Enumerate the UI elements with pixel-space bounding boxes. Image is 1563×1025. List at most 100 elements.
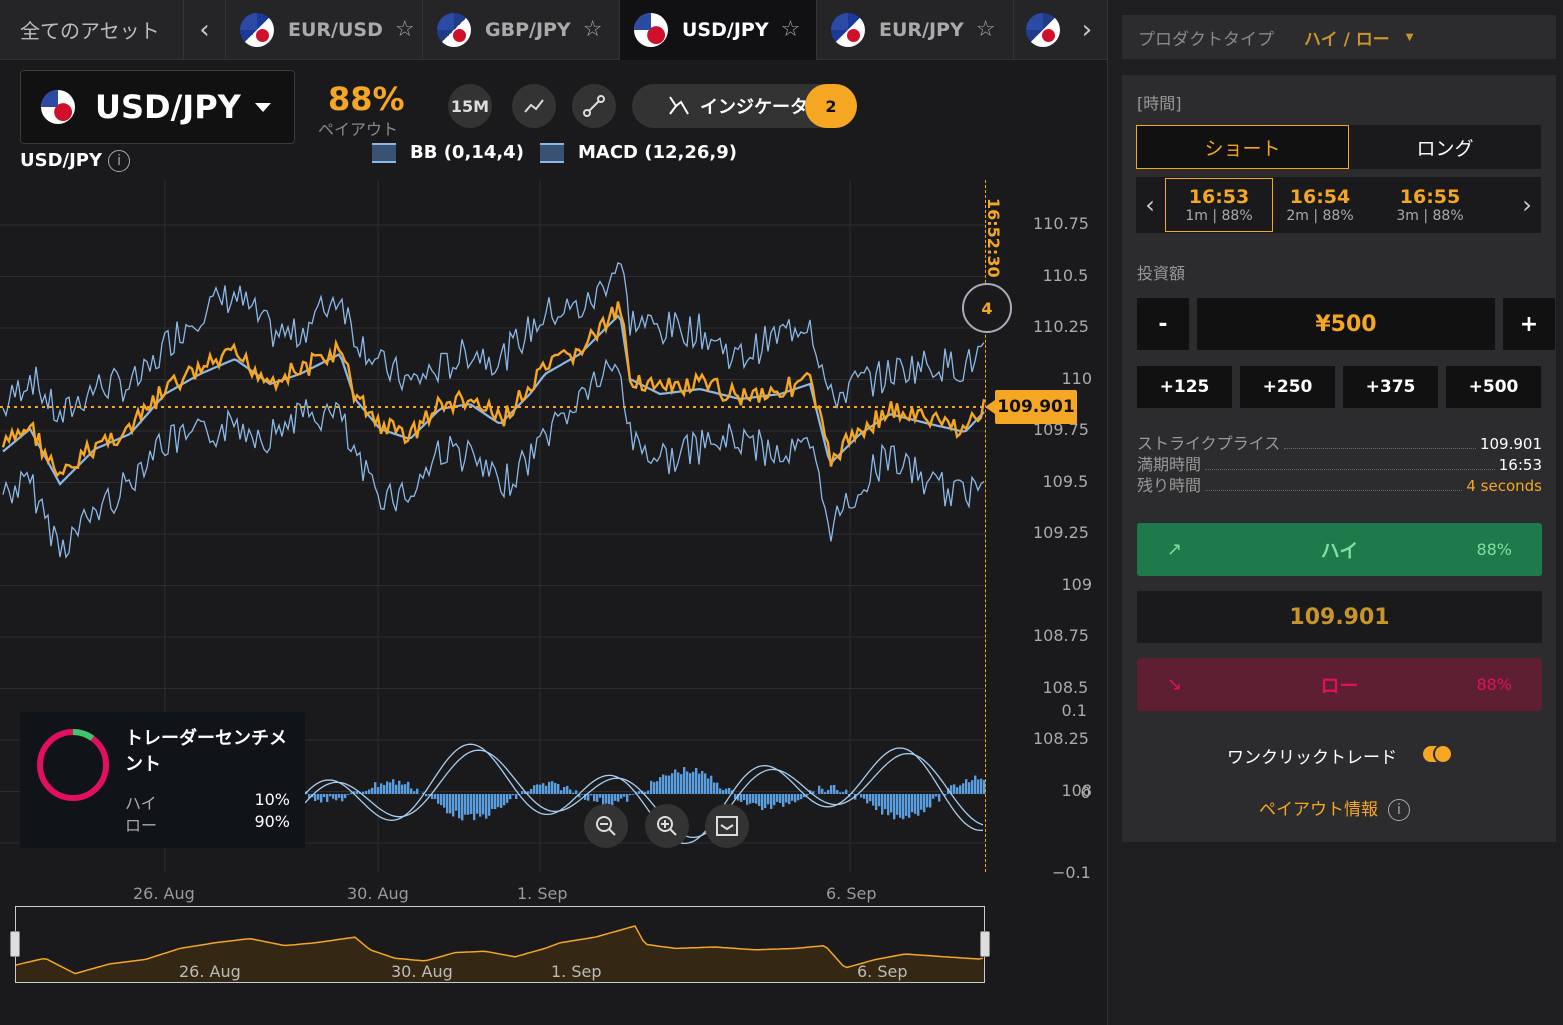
legend-macd-label: MACD (12,26,9) xyxy=(578,142,738,163)
navigator-right-handle[interactable] xyxy=(980,931,990,957)
all-assets-tab[interactable]: 全てのアセット xyxy=(0,0,184,60)
y-tick: 110.5 xyxy=(1042,265,1089,285)
y-tick: 109.75 xyxy=(1033,420,1089,439)
star-icon[interactable]: ☆ xyxy=(582,17,603,42)
quick-amount-button[interactable]: +250 xyxy=(1240,366,1335,408)
amount-plus-button[interactable]: + xyxy=(1503,298,1555,350)
current-time-line xyxy=(985,180,986,872)
strike-label: ストライクプライス xyxy=(1137,434,1281,453)
amount-input[interactable]: ¥500 xyxy=(1197,298,1495,350)
investment-label: 投資額 xyxy=(1137,264,1186,283)
expiry-prev-icon[interactable]: ‹ xyxy=(1145,191,1155,219)
fit-chart-button[interactable] xyxy=(705,804,749,848)
time-section-label: [時間] xyxy=(1137,94,1182,113)
zoom-out-button[interactable] xyxy=(584,804,628,848)
star-icon[interactable]: ☆ xyxy=(780,17,801,42)
low-button[interactable]: ↘ ロー 88% xyxy=(1137,658,1542,711)
x-tick: 1. Sep xyxy=(517,884,568,903)
tab-label: USD/JPY xyxy=(682,18,769,41)
strike-price-row: ストライクプライス 109.901 xyxy=(1137,430,1542,454)
tab-partial[interactable] xyxy=(1014,0,1066,60)
quick-amount-button[interactable]: +125 xyxy=(1137,366,1232,408)
low-label: ロー xyxy=(1320,675,1359,697)
current-price-value: 109.901 xyxy=(997,397,1075,417)
quick-amount-label: +250 xyxy=(1262,377,1313,397)
product-type-selector[interactable]: プロダクトタイプ ハイ / ロー ▼ xyxy=(1122,15,1556,59)
expiry-value: 16:53 xyxy=(1498,456,1542,474)
timeframe-button[interactable]: 15M xyxy=(448,84,492,128)
tab-label: EUR/USD xyxy=(288,18,383,41)
tab-usdjpy[interactable]: USD/JPY ☆ xyxy=(620,0,817,60)
navigator-left-handle[interactable] xyxy=(10,931,20,957)
remaining-value: 4 seconds xyxy=(1466,477,1542,495)
line-chart-icon xyxy=(524,99,544,113)
high-button[interactable]: ↗ ハイ 88% xyxy=(1137,523,1542,576)
legend-bb[interactable]: BB (0,14,4) xyxy=(372,142,524,163)
zoom-in-button[interactable] xyxy=(645,804,689,848)
legend-swatch xyxy=(372,142,396,163)
long-tab[interactable]: ロング xyxy=(1349,125,1541,169)
product-type-value: ハイ / ロー xyxy=(1304,29,1390,50)
drawing-tools-button[interactable] xyxy=(572,84,616,128)
indicators-icon xyxy=(669,96,689,115)
long-label: ロング xyxy=(1416,137,1474,160)
amount-minus-button[interactable]: - xyxy=(1137,298,1189,350)
tab-label: GBP/JPY xyxy=(485,18,571,41)
y-tick: 108.5 xyxy=(1042,677,1089,697)
chart-area xyxy=(0,60,1107,1025)
one-click-toggle[interactable] xyxy=(1423,744,1453,764)
expiry-option[interactable]: 16:54 2m | 88% xyxy=(1266,178,1374,232)
expiry-selector xyxy=(1136,177,1541,233)
low-pct: 88% xyxy=(1476,675,1512,694)
expiry-sub: 1m | 88% xyxy=(1185,208,1253,224)
expiry-option[interactable]: 16:55 3m | 88% xyxy=(1376,178,1484,232)
arrow-up-right-icon: ↗ xyxy=(1167,539,1183,560)
navigator-line xyxy=(15,925,984,975)
info-icon[interactable]: i xyxy=(108,150,131,172)
legend-swatch xyxy=(540,142,564,163)
navigator-window[interactable] xyxy=(15,906,985,983)
star-icon[interactable]: ☆ xyxy=(975,17,996,42)
tabs-next-icon[interactable]: › xyxy=(1081,14,1093,45)
navigator-chart[interactable] xyxy=(15,906,985,983)
tab-gbpjpy[interactable]: GBP/JPY ☆ xyxy=(423,0,620,60)
chart-type-button[interactable] xyxy=(512,84,556,128)
sentiment-high-label: ハイ xyxy=(125,794,157,813)
quick-amount-button[interactable]: +375 xyxy=(1343,366,1438,408)
expiry-time: 16:54 xyxy=(1289,186,1351,208)
bb-middle-line xyxy=(2,314,985,486)
timeframe-label: 15M xyxy=(450,96,490,116)
info-icon: i xyxy=(1388,799,1410,821)
nav-x-tick: 6. Sep xyxy=(857,962,908,981)
countdown-value: 4 xyxy=(981,298,993,318)
asset-selector[interactable]: USD/JPY xyxy=(20,70,295,144)
quick-amount-button[interactable]: +500 xyxy=(1446,366,1541,408)
tab-eurusd[interactable]: EUR/USD ☆ xyxy=(226,0,423,60)
expiry-option[interactable]: 16:53 1m | 88% xyxy=(1165,178,1273,232)
short-tab[interactable]: ショート xyxy=(1136,125,1349,169)
y-tick: 109 xyxy=(1061,574,1093,594)
countdown-timer: 4 xyxy=(962,283,1012,333)
tabs-prev-icon[interactable]: ‹ xyxy=(184,0,226,60)
asset-tabs: 全てのアセット ‹ EUR/USD ☆ GBP/JPY ☆ USD/JPY ☆ … xyxy=(0,0,1107,60)
arrow-down-right-icon: ↘ xyxy=(1167,674,1183,695)
payout-info-link[interactable]: ペイアウト情報 i xyxy=(1259,795,1410,821)
x-tick: 26. Aug xyxy=(133,884,195,903)
trader-sentiment: トレーダーセンチメント ハイ 10% ロー 90% xyxy=(20,712,305,848)
minus-label: - xyxy=(1158,311,1168,337)
flag-icon xyxy=(437,12,471,47)
tab-eurjpy[interactable]: EUR/JPY ☆ xyxy=(817,0,1014,60)
legend-macd[interactable]: MACD (12,26,9) xyxy=(540,142,737,163)
strike-value: 109.901 xyxy=(1479,435,1542,453)
chart-grid xyxy=(0,180,985,872)
y-tick: 109.25 xyxy=(1033,523,1089,542)
star-icon[interactable]: ☆ xyxy=(394,17,415,42)
high-label: ハイ xyxy=(1320,540,1359,562)
nav-x-tick: 30. Aug xyxy=(391,962,453,981)
strike-display: 109.901 xyxy=(1137,591,1542,643)
price-chart[interactable] xyxy=(0,180,1010,872)
y-tick: 110.75 xyxy=(1033,214,1089,233)
expiry-next-icon[interactable]: › xyxy=(1522,191,1532,219)
macd-tick: 0 xyxy=(1080,783,1091,802)
indicators-count-badge: 2 xyxy=(805,84,857,128)
